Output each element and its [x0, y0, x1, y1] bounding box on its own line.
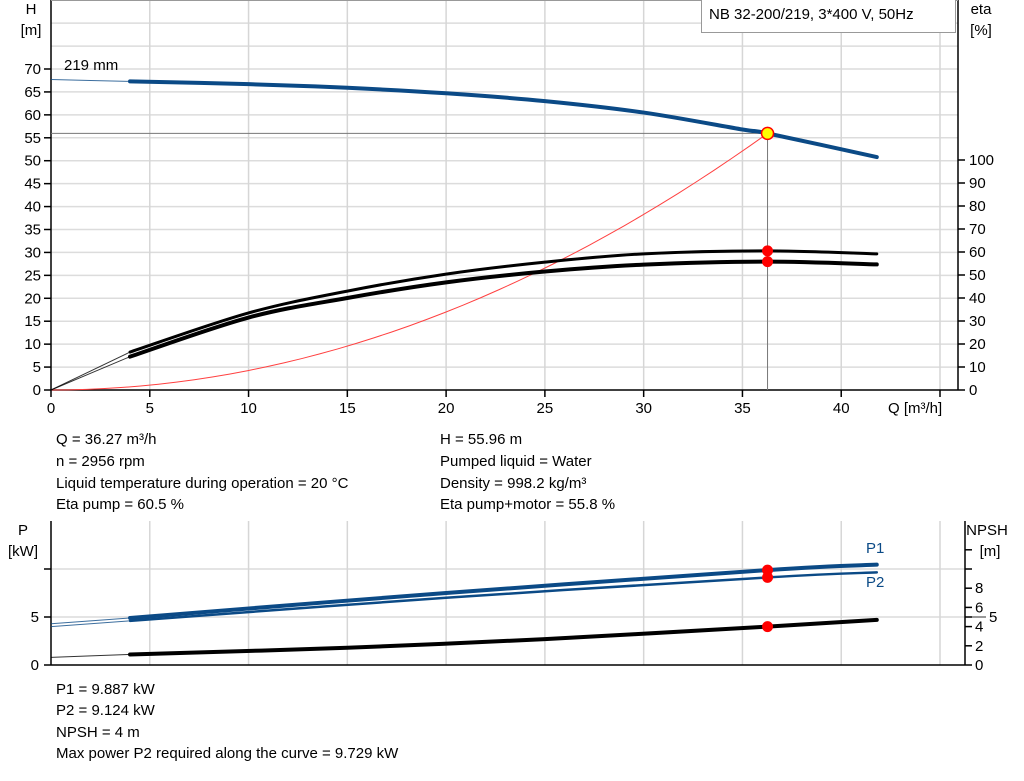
- eta-pump-extension-line: [50, 351, 131, 391]
- q-tick-label: 35: [734, 400, 751, 417]
- npsh-extension-line: [50, 653, 131, 658]
- h-tick-label: 45: [24, 176, 41, 193]
- q-tick-label: 10: [240, 400, 257, 417]
- p1-extension-line: [50, 617, 131, 625]
- info-h: H = 55.96 m: [440, 431, 523, 448]
- eta-tick-label: 30: [969, 313, 986, 330]
- eta-tick-label: 40: [969, 290, 986, 307]
- impeller-diameter-label: 219 mm: [64, 57, 118, 74]
- h-tick-label: 70: [24, 61, 41, 78]
- eta-axis-unit: [%]: [970, 22, 992, 39]
- npsh-marker: [762, 621, 774, 633]
- h-tick-label: 25: [24, 267, 41, 284]
- q-tick-label: 0: [47, 400, 55, 417]
- h-axis-name: H: [26, 1, 37, 18]
- h-tick-label: 35: [24, 222, 41, 239]
- npsh-curve: [128, 617, 879, 657]
- h-tick-label: 0: [33, 382, 41, 399]
- h-tick-label: 60: [24, 107, 41, 124]
- eta-pump-motor-curve: [128, 259, 879, 359]
- info-eta-pump-motor: Eta pump+motor = 55.8 %: [440, 496, 616, 513]
- h-axis-unit: [m]: [21, 22, 42, 39]
- info-liquid-temp: Liquid temperature during operation = 20…: [56, 475, 349, 492]
- info-speed: n = 2956 rpm: [56, 453, 145, 470]
- h-tick-label: 10: [24, 336, 41, 353]
- eta-axis-name: eta: [971, 1, 993, 18]
- eta-tick-label: 60: [969, 244, 986, 261]
- p2-label: P2: [866, 574, 884, 591]
- q-tick-label: 40: [833, 400, 850, 417]
- npsh-tick-label: 6: [975, 599, 983, 616]
- h-tick-label: 20: [24, 290, 41, 307]
- npsh-tick-label: 2: [975, 638, 983, 655]
- eta-pump-motor-marker: [762, 256, 774, 268]
- head-curve: [128, 79, 879, 160]
- h-tick-label: 50: [24, 153, 41, 170]
- system-curve: [50, 132, 768, 391]
- npsh-tick-label: 0: [975, 657, 983, 674]
- q-axis-label: Q [m³/h]: [888, 400, 942, 417]
- p-axis-name: P: [18, 522, 28, 539]
- p2-curve: [128, 571, 879, 623]
- npsh-axis-name: NPSH: [966, 522, 1008, 539]
- info-npsh: NPSH = 4 m: [56, 724, 140, 741]
- eta-tick-label: 20: [969, 336, 986, 353]
- eta-tick-label: 80: [969, 198, 986, 215]
- eta-pump-motor-extension-line: [50, 356, 131, 391]
- eta-pump-marker: [762, 245, 774, 257]
- info-q: Q = 36.27 m³/h: [56, 431, 157, 448]
- operating-point-marker: [760, 126, 775, 141]
- q-tick-label: 30: [635, 400, 652, 417]
- p-axis-unit: [kW]: [8, 543, 38, 560]
- h-tick-label: 5: [33, 359, 41, 376]
- eta-tick-label: 10: [969, 359, 986, 376]
- eta-tick-label: 70: [969, 221, 986, 238]
- h-tick-label: 65: [24, 84, 41, 101]
- q-tick-label: 5: [146, 400, 154, 417]
- eta-tick-label: 50: [969, 267, 986, 284]
- h-tick-label: 55: [24, 130, 41, 147]
- npsh-tick-label: 8: [975, 580, 983, 597]
- info-p2: P2 = 9.124 kW: [56, 702, 155, 719]
- eta-tick-label: 90: [969, 175, 986, 192]
- h-tick-label: 15: [24, 313, 41, 330]
- q-tick-label: 25: [537, 400, 554, 417]
- info-eta-pump: Eta pump = 60.5 %: [56, 496, 184, 513]
- npsh-tick-label: 4: [975, 619, 983, 636]
- info-p1: P1 = 9.887 kW: [56, 681, 155, 698]
- q-tick-label: 20: [438, 400, 455, 417]
- npsh-axis-unit: [m]: [980, 543, 1001, 560]
- npsh-tick-label: 5: [989, 609, 997, 626]
- pump-model-label: NB 32-200/219, 3*400 V, 50Hz: [709, 6, 914, 23]
- info-density: Density = 998.2 kg/m³: [440, 475, 587, 492]
- eta-tick-label: 0: [969, 382, 977, 399]
- info-max-power: Max power P2 required along the curve = …: [56, 745, 399, 762]
- info-pumped-liquid: Pumped liquid = Water: [440, 453, 592, 470]
- p2-marker: [762, 571, 774, 583]
- chart-legend-box: NB 32-200/219, 3*400 V, 50Hz: [701, 0, 956, 33]
- h-tick-label: 40: [24, 199, 41, 216]
- p-tick-label: 0: [31, 657, 39, 674]
- p2-extension-line: [50, 620, 131, 628]
- q-tick-label: 15: [339, 400, 356, 417]
- eta-tick-label: 100: [969, 152, 994, 169]
- head-extension-line: [50, 79, 131, 82]
- p1-label: P1: [866, 540, 884, 557]
- h-tick-label: 30: [24, 244, 41, 261]
- p1-curve: [128, 562, 879, 620]
- eta-pump-curve: [128, 249, 879, 354]
- p-tick-label: 5: [31, 609, 39, 626]
